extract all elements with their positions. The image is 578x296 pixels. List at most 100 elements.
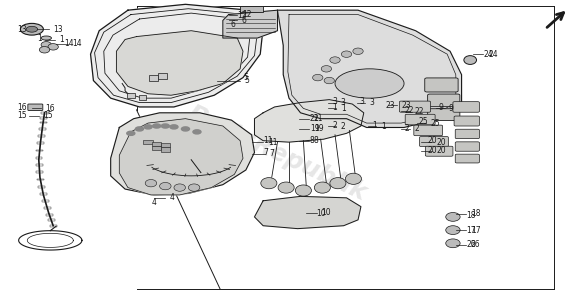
Circle shape xyxy=(161,124,169,128)
Text: 10: 10 xyxy=(321,208,331,217)
Text: 3: 3 xyxy=(359,97,364,106)
FancyBboxPatch shape xyxy=(425,78,458,92)
Text: 19: 19 xyxy=(314,124,323,133)
Text: 25: 25 xyxy=(431,119,440,128)
Text: 2: 2 xyxy=(404,123,409,133)
Text: 2: 2 xyxy=(332,121,337,130)
Circle shape xyxy=(170,125,178,129)
Bar xyxy=(48,219,55,221)
Ellipse shape xyxy=(464,56,476,65)
Bar xyxy=(37,178,44,180)
Bar xyxy=(161,147,170,152)
Polygon shape xyxy=(223,10,277,38)
Text: 14: 14 xyxy=(72,39,81,49)
Text: 13: 13 xyxy=(17,25,27,34)
Bar xyxy=(36,171,43,173)
Bar xyxy=(143,140,153,144)
Text: 26: 26 xyxy=(466,240,476,249)
Text: 22: 22 xyxy=(414,107,424,116)
Text: 20: 20 xyxy=(436,138,446,147)
Ellipse shape xyxy=(174,184,186,191)
Text: 6: 6 xyxy=(230,20,235,29)
Circle shape xyxy=(127,131,135,135)
Bar xyxy=(36,164,43,166)
FancyBboxPatch shape xyxy=(405,114,435,125)
Text: 17: 17 xyxy=(466,226,476,235)
Ellipse shape xyxy=(188,184,200,191)
Text: 20: 20 xyxy=(427,136,436,145)
Bar xyxy=(40,193,47,195)
Text: 23: 23 xyxy=(386,101,395,110)
FancyBboxPatch shape xyxy=(420,136,449,147)
Text: 24: 24 xyxy=(488,50,498,59)
Text: 4: 4 xyxy=(170,193,175,202)
Text: 22: 22 xyxy=(404,106,413,115)
Text: 23: 23 xyxy=(402,101,412,110)
Ellipse shape xyxy=(321,66,332,72)
Bar xyxy=(38,186,45,188)
Ellipse shape xyxy=(295,185,312,196)
Polygon shape xyxy=(254,196,361,229)
Text: PartsRepublik: PartsRepublik xyxy=(184,102,371,206)
Text: 25: 25 xyxy=(418,117,428,126)
Text: 5: 5 xyxy=(244,76,250,85)
Text: 24: 24 xyxy=(483,50,493,59)
Bar xyxy=(40,117,47,118)
Text: 18: 18 xyxy=(470,210,480,218)
Text: 9: 9 xyxy=(449,104,454,113)
FancyBboxPatch shape xyxy=(428,94,460,107)
Text: 7: 7 xyxy=(263,149,268,157)
Ellipse shape xyxy=(324,77,335,84)
Text: 3: 3 xyxy=(332,97,337,106)
Circle shape xyxy=(181,127,190,131)
Text: 4: 4 xyxy=(152,198,157,207)
Bar xyxy=(39,128,46,130)
FancyBboxPatch shape xyxy=(454,116,479,126)
Circle shape xyxy=(153,124,161,128)
Text: 15: 15 xyxy=(17,111,27,120)
Text: 21: 21 xyxy=(314,114,323,123)
FancyBboxPatch shape xyxy=(428,109,460,120)
Bar xyxy=(38,135,45,137)
Ellipse shape xyxy=(145,179,157,187)
Ellipse shape xyxy=(346,173,361,184)
Ellipse shape xyxy=(41,41,51,48)
Text: 9: 9 xyxy=(439,103,443,112)
Text: 16: 16 xyxy=(45,104,55,113)
Bar xyxy=(152,146,161,150)
Text: 21: 21 xyxy=(310,114,319,123)
Polygon shape xyxy=(119,119,243,195)
Text: 12: 12 xyxy=(237,11,247,20)
Bar xyxy=(35,157,42,159)
Circle shape xyxy=(20,23,43,35)
Ellipse shape xyxy=(261,178,277,189)
Bar xyxy=(46,214,53,216)
Text: 2: 2 xyxy=(341,122,346,131)
Ellipse shape xyxy=(278,182,294,193)
Polygon shape xyxy=(254,100,364,142)
Polygon shape xyxy=(110,113,254,195)
Text: 17: 17 xyxy=(470,226,480,235)
Text: 12: 12 xyxy=(242,10,251,19)
Bar xyxy=(161,143,170,147)
Ellipse shape xyxy=(160,182,171,190)
Ellipse shape xyxy=(446,213,460,221)
Bar xyxy=(127,94,135,98)
Ellipse shape xyxy=(353,48,363,54)
Text: 1: 1 xyxy=(60,35,64,44)
Bar xyxy=(36,149,43,151)
Circle shape xyxy=(26,26,38,32)
Text: 10: 10 xyxy=(317,210,326,218)
Text: 20: 20 xyxy=(427,146,436,155)
Circle shape xyxy=(135,127,143,131)
Polygon shape xyxy=(91,4,263,107)
FancyBboxPatch shape xyxy=(453,102,479,112)
Text: 18: 18 xyxy=(466,211,476,220)
Bar xyxy=(37,142,44,144)
Ellipse shape xyxy=(342,51,351,57)
Text: 5: 5 xyxy=(243,73,248,82)
Ellipse shape xyxy=(335,69,404,98)
Bar xyxy=(158,73,167,79)
Text: 26: 26 xyxy=(470,240,480,249)
Ellipse shape xyxy=(313,74,323,81)
